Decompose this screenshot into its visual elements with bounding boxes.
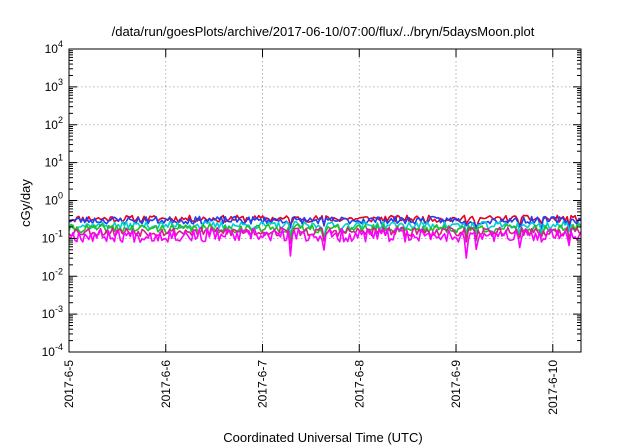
y-tick-label: 100 bbox=[45, 191, 63, 208]
x-axis-title: Coordinated Universal Time (UTC) bbox=[223, 430, 422, 445]
y-axis: 10-4 10-3 10-2 10-1 100 101 102 103 104 bbox=[42, 39, 581, 359]
y-tick-label: 10-1 bbox=[42, 228, 63, 245]
x-tick-label: 2017-6-5 bbox=[62, 360, 76, 408]
series-layer bbox=[68, 214, 582, 259]
x-tick-label: 2017-6-7 bbox=[256, 360, 270, 408]
x-tick-label: 2017-6-8 bbox=[352, 360, 366, 408]
y-tick-label: 101 bbox=[45, 153, 63, 170]
x-tick-label: 2017-6-9 bbox=[449, 360, 463, 408]
series-line-6 bbox=[68, 227, 582, 259]
y-axis-title: cGy/day bbox=[18, 179, 33, 227]
y-tick-label: 10-3 bbox=[42, 304, 63, 321]
x-tick-label: 2017-6-6 bbox=[159, 360, 173, 408]
x-tick-label: 2017-6-10 bbox=[546, 360, 560, 415]
y-tick-label: 102 bbox=[45, 115, 63, 132]
y-tick-label: 10-2 bbox=[42, 266, 63, 283]
y-tick-label: 10-4 bbox=[42, 342, 63, 359]
series-line-2 bbox=[68, 215, 582, 231]
grid bbox=[69, 49, 581, 352]
chart-title: /data/run/goesPlots/archive/2017-06-10/0… bbox=[112, 24, 535, 39]
y-tick-label: 104 bbox=[45, 39, 63, 56]
y-tick-label: 103 bbox=[45, 77, 63, 94]
x-axis: 2017-6-5 2017-6-6 2017-6-7 2017-6-8 2017-6-9… bbox=[62, 49, 560, 415]
